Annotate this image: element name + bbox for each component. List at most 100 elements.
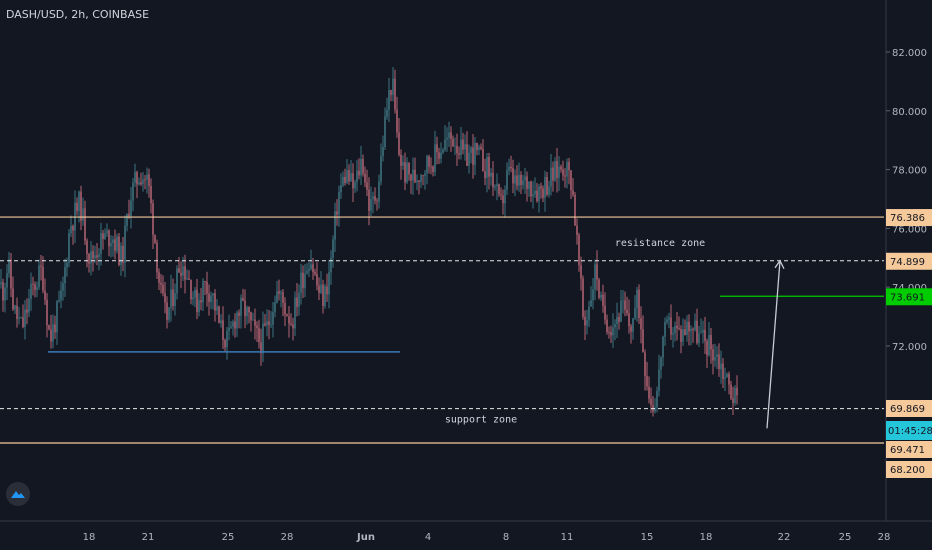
candle-body	[76, 202, 78, 212]
candle-body	[4, 287, 6, 301]
candle-body	[734, 387, 736, 404]
candle-body	[402, 162, 404, 166]
label-74899-box	[886, 252, 932, 270]
candle-body	[404, 162, 406, 183]
candle-body	[16, 305, 18, 319]
candle-body	[730, 384, 732, 399]
candle-body	[636, 289, 638, 309]
label-76386-text: 76.386	[890, 213, 925, 224]
candle-body	[118, 236, 120, 265]
candle-body	[406, 162, 408, 183]
candle-body	[440, 152, 442, 159]
candle-body	[32, 283, 34, 285]
candle-body	[88, 253, 90, 264]
candle-body	[600, 294, 602, 298]
candle-body	[230, 326, 232, 328]
candle-body	[494, 186, 496, 188]
candle-body	[682, 329, 684, 342]
candle-body	[126, 213, 128, 226]
candle-body	[116, 236, 118, 251]
candle-body	[496, 184, 498, 187]
candle-body	[640, 318, 642, 330]
candle-body	[204, 280, 206, 282]
candle-body	[516, 175, 518, 186]
candle-body	[558, 166, 560, 178]
candle-body	[156, 242, 158, 273]
candle-body	[168, 307, 170, 320]
candle-body	[352, 173, 354, 189]
candle-body	[356, 170, 358, 183]
candle-body	[166, 302, 168, 320]
candle-body	[726, 373, 728, 378]
candle-body	[114, 239, 116, 251]
candle-body	[388, 89, 390, 111]
candle-body	[452, 138, 454, 147]
candle-body	[698, 333, 700, 344]
y-tick-label: 78.000	[892, 166, 927, 177]
y-tick-label: 76.000	[892, 224, 927, 235]
candle-body	[626, 309, 628, 314]
candle-body	[108, 230, 110, 247]
candle-body	[594, 264, 596, 290]
candle-body	[110, 243, 112, 247]
label-current-price-box	[886, 288, 932, 306]
candle-body	[298, 292, 300, 307]
candle-body	[340, 185, 342, 192]
label-current-price-text: 73.691	[890, 292, 925, 303]
candle-body	[596, 264, 598, 280]
candle-body	[634, 308, 636, 319]
candle-body	[710, 335, 712, 350]
candle-body	[562, 169, 564, 176]
x-tick-label: 4	[425, 532, 431, 543]
label-69869-text: 69.869	[890, 404, 925, 415]
candle-body	[588, 306, 590, 321]
candle-body	[656, 391, 658, 408]
drawings-layer: resistance zone support zone	[0, 216, 884, 444]
candle-body	[200, 300, 202, 303]
candle-body	[418, 180, 420, 182]
candle-body	[448, 132, 450, 138]
candle-body	[112, 239, 114, 244]
label-68200-text: 68.200	[890, 465, 925, 476]
zone-annotation: resistance zone	[615, 238, 705, 249]
candle-body	[278, 291, 280, 294]
candle-body	[504, 189, 506, 204]
candle-body	[612, 327, 614, 336]
candle-body	[258, 328, 260, 343]
candle-body	[556, 161, 558, 178]
candle-body	[592, 289, 594, 301]
x-tick-label: 18	[83, 532, 96, 543]
candle-body	[648, 386, 650, 399]
candle-body	[616, 316, 618, 324]
candle-body	[458, 153, 460, 155]
candle-body	[144, 179, 146, 181]
candle-body	[542, 188, 544, 198]
candle-body	[192, 297, 194, 300]
candle-body	[578, 235, 580, 266]
candle-body	[590, 300, 592, 307]
candle-body	[678, 328, 680, 329]
candle-body	[378, 181, 380, 202]
candle-body	[688, 321, 690, 332]
candle-body	[548, 186, 550, 195]
candle-body	[410, 174, 412, 181]
candle-body	[162, 284, 164, 294]
candle-body	[732, 398, 734, 404]
candle-body	[660, 357, 662, 370]
candle-body	[642, 329, 644, 353]
candle-body	[528, 181, 530, 189]
candle-body	[348, 170, 350, 182]
candle-body	[186, 278, 188, 280]
candle-body	[128, 213, 130, 217]
target-arrowhead	[774, 259, 785, 270]
candle-body	[320, 284, 322, 293]
candle-body	[34, 284, 36, 290]
candle-body	[212, 293, 214, 296]
candle-body	[708, 335, 710, 356]
candle-body	[164, 293, 166, 303]
candle-body	[338, 191, 340, 215]
label-countdown-box	[886, 421, 932, 440]
candle-body	[696, 320, 698, 344]
